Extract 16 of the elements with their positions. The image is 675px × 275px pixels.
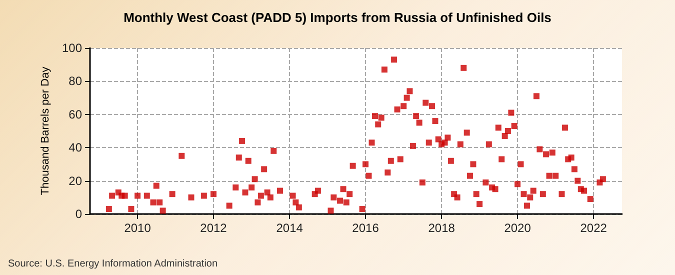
x-tick-label: 2012 xyxy=(200,221,228,235)
source-note: Source: U.S. Energy Information Administration xyxy=(8,258,218,270)
x-tick-label: 2016 xyxy=(352,221,380,235)
y-tick-label: 100 xyxy=(62,41,82,55)
x-tick-label: 2010 xyxy=(124,221,152,235)
x-tick-label: 2022 xyxy=(580,221,608,235)
chart-title: Monthly West Coast (PADD 5) Imports from Russia of Unfinished Oils xyxy=(124,10,552,25)
y-tick-label: 80 xyxy=(68,74,82,88)
y-tick-label: 40 xyxy=(68,140,82,155)
y-tick-label: 60 xyxy=(68,107,82,122)
x-tick-label: 2018 xyxy=(428,221,456,235)
x-tick-label: 2020 xyxy=(504,221,532,235)
y-tick-label: 20 xyxy=(68,174,82,188)
x-tick-label: 2014 xyxy=(276,221,304,235)
y-tick-label: 0 xyxy=(75,207,82,221)
y-axis-title: Thousand Barrels per Day xyxy=(40,66,52,196)
